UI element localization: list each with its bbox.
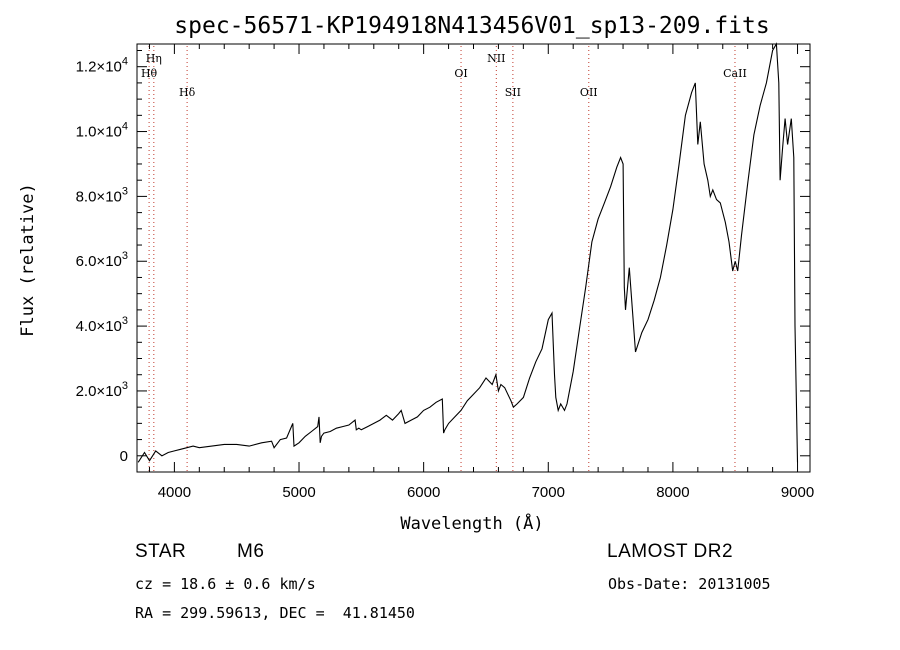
y-tick-label: 0 bbox=[120, 448, 128, 465]
spectral-line-markers bbox=[148, 46, 736, 472]
y-tick-mantissa: 4.0×10 bbox=[76, 318, 122, 335]
chart-title: spec-56571-KP194918N413456V01_sp13-209.f… bbox=[174, 13, 769, 39]
y-tick-label: 1.2×104 bbox=[76, 56, 128, 76]
y-tick-mantissa: 6.0×10 bbox=[76, 253, 122, 270]
y-tick-label: 1.0×104 bbox=[76, 121, 128, 141]
plot-frame bbox=[136, 43, 811, 473]
y-tick-exponent: 3 bbox=[122, 380, 128, 392]
spectral-line-label: OII bbox=[580, 86, 598, 99]
y-tick-exponent: 4 bbox=[122, 56, 128, 68]
spectral-line-label: Hη bbox=[146, 52, 162, 65]
object-subclass: M6 bbox=[237, 541, 265, 562]
x-tick-label: 5000 bbox=[282, 484, 315, 501]
axis-ticks bbox=[137, 44, 810, 473]
y-tick-exponent: 3 bbox=[122, 185, 128, 197]
spectral-line-label: NII bbox=[487, 52, 505, 65]
spectral-line-label: OI bbox=[454, 67, 467, 80]
x-tick-label: 9000 bbox=[781, 484, 814, 501]
x-tick-label: 7000 bbox=[532, 484, 565, 501]
y-tick-exponent: 4 bbox=[122, 121, 128, 133]
x-tick-label: 4000 bbox=[158, 484, 191, 501]
spectral-line-labels: Hη Hθ Hδ OI NII SII OII CaII bbox=[141, 52, 747, 99]
survey-name: LAMOST DR2 bbox=[607, 541, 734, 562]
y-tick-exponent: 3 bbox=[122, 315, 128, 327]
y-tick-exponent: 3 bbox=[122, 250, 128, 262]
spectrum-series-line bbox=[137, 42, 799, 463]
y-tick-label: 8.0×103 bbox=[76, 185, 128, 205]
spectral-line-label: Hδ bbox=[179, 86, 196, 99]
spectral-line-label: SII bbox=[505, 86, 521, 99]
spectral-line-label: Hθ bbox=[141, 67, 158, 80]
x-axis-label: Wavelength (Å) bbox=[400, 512, 543, 534]
axis-tick-labels: 4000 5000 6000 7000 8000 900002.0×1034.0×1036… bbox=[76, 56, 815, 501]
redshift-velocity: cz = 18.6 ± 0.6 km/s bbox=[135, 575, 316, 593]
x-tick-label: 6000 bbox=[407, 484, 440, 501]
sky-coordinates: RA = 299.59613, DEC = 41.81450 bbox=[135, 604, 415, 622]
observation-date: Obs-Date: 20131005 bbox=[608, 575, 771, 593]
y-tick-mantissa: 1.2×10 bbox=[76, 59, 122, 76]
y-tick-mantissa: 1.0×10 bbox=[76, 124, 122, 141]
y-tick-mantissa: 0 bbox=[120, 448, 128, 465]
object-class: STAR bbox=[135, 541, 187, 562]
y-tick-label: 4.0×103 bbox=[76, 315, 128, 335]
y-tick-label: 6.0×103 bbox=[76, 250, 128, 270]
spectral-line-label: CaII bbox=[723, 67, 747, 80]
y-tick-mantissa: 8.0×10 bbox=[76, 188, 122, 205]
y-tick-mantissa: 2.0×10 bbox=[76, 383, 122, 400]
y-axis-label: Flux (relative) bbox=[18, 183, 38, 337]
x-tick-label: 8000 bbox=[656, 484, 689, 501]
y-tick-label: 2.0×103 bbox=[76, 380, 128, 400]
